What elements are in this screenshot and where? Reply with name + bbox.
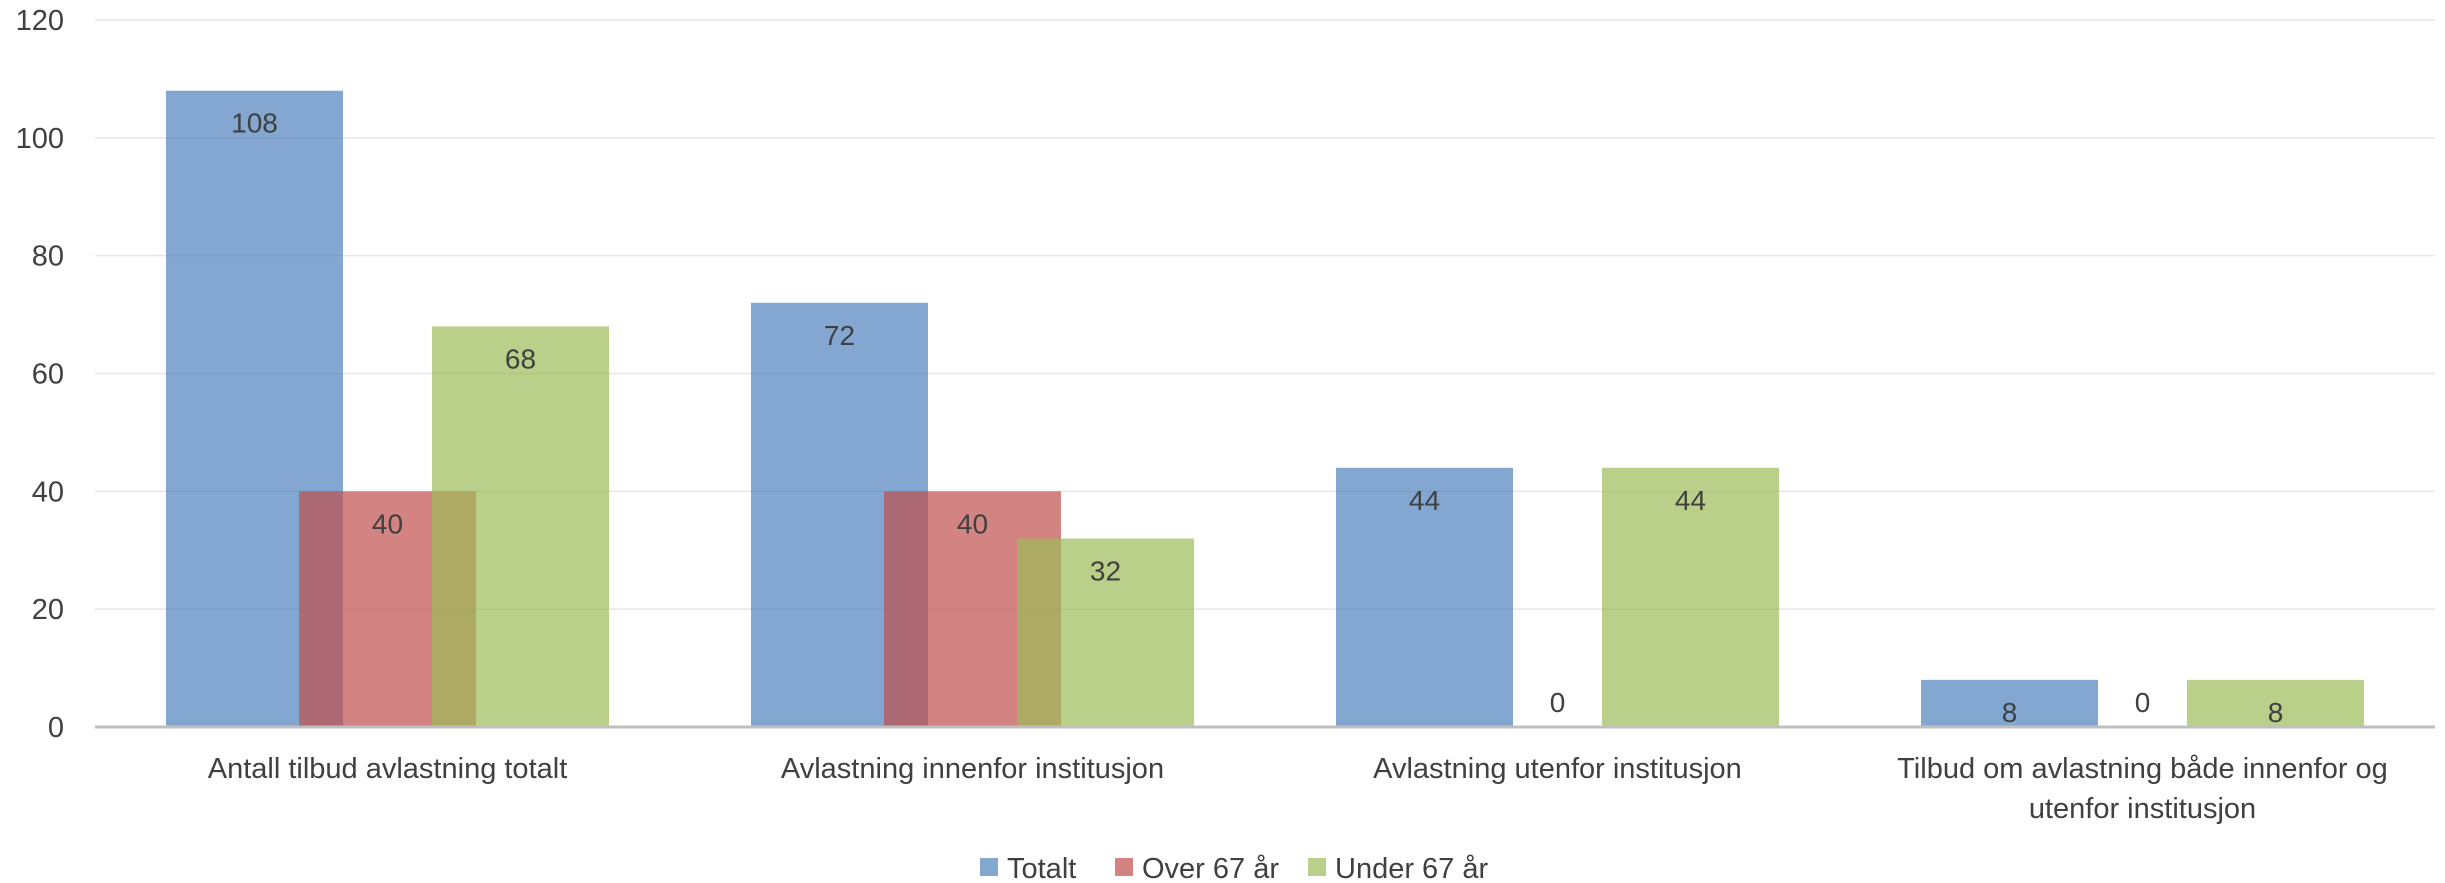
legend-swatch	[980, 858, 998, 876]
data-label: 68	[505, 343, 536, 374]
y-tick-label: 60	[32, 359, 64, 391]
y-tick-label: 20	[32, 594, 64, 626]
legend-label: Over 67 år	[1142, 853, 1279, 883]
y-tick-label: 120	[16, 5, 64, 37]
legend: Totalt Over 67 år Under 67 år	[980, 853, 1488, 883]
legend-label: Totalt	[1007, 853, 1076, 883]
data-label: 8	[2002, 697, 2018, 728]
data-label: 72	[824, 320, 855, 351]
x-axis-categories: Antall tilbud avlastning totalt Avlastnin…	[208, 753, 2388, 825]
legend-label: Under 67 år	[1335, 853, 1488, 883]
legend-swatch	[1115, 858, 1133, 876]
data-label: 40	[957, 508, 988, 539]
data-label: 0	[2135, 687, 2151, 718]
legend-swatch	[1308, 858, 1326, 876]
x-category-label: Tilbud om avlastning både innenfor og	[1897, 753, 2388, 785]
bar-totalt	[1921, 679, 2098, 727]
bars	[166, 90, 2364, 727]
y-tick-label: 0	[48, 712, 64, 744]
bar-totalt	[1336, 467, 1513, 727]
x-category-label: Antall tilbud avlastning totalt	[208, 753, 568, 785]
bar-under-67-r	[1602, 467, 1779, 727]
y-tick-label: 100	[16, 123, 64, 155]
y-axis: 0 20 40 60 80 100 120	[16, 5, 64, 744]
data-label: 8	[2268, 697, 2284, 728]
data-label: 40	[372, 508, 403, 539]
bar-under-67-r	[2187, 679, 2364, 727]
bar-under-67-r	[432, 326, 609, 727]
x-category-label: utenfor institusjon	[2029, 793, 2256, 825]
data-label: 0	[1550, 687, 1566, 718]
data-label: 44	[1675, 485, 1706, 516]
data-labels: 108 72 44 8 40 40 0 0 68 32 44 8	[231, 108, 2283, 728]
data-label: 108	[231, 108, 278, 139]
y-tick-label: 40	[32, 476, 64, 508]
x-category-label: Avlastning utenfor institusjon	[1373, 753, 1742, 785]
data-label: 32	[1090, 555, 1121, 586]
data-label: 44	[1409, 485, 1440, 516]
y-tick-label: 80	[32, 241, 64, 273]
x-category-label: Avlastning innenfor institusjon	[781, 753, 1164, 785]
bar-under-67-r	[1017, 538, 1194, 727]
